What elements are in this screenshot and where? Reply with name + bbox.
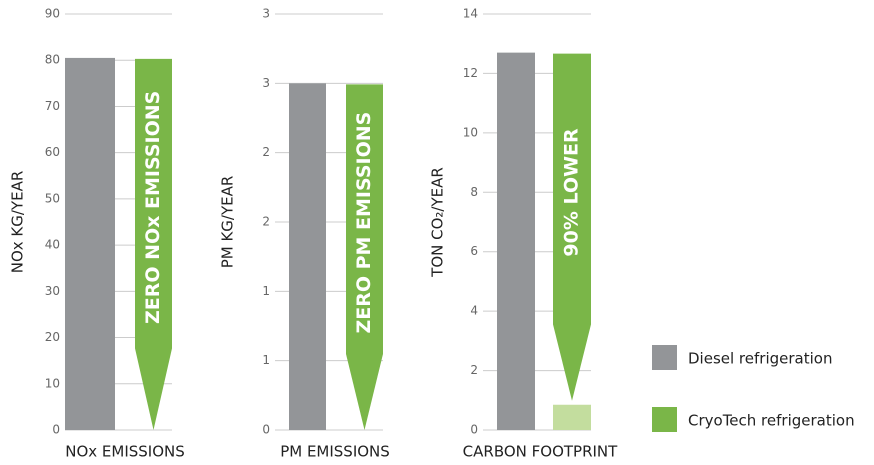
reduction-arrow bbox=[553, 53, 591, 401]
arrow-annotation: ZERO PM EMISSIONS bbox=[353, 112, 375, 334]
y-tick-label: 3 bbox=[262, 7, 270, 21]
y-tick-label: 20 bbox=[45, 330, 60, 344]
x-axis-label: CARBON FOOTPRINT bbox=[463, 443, 618, 461]
reduction-arrow bbox=[346, 84, 383, 430]
y-axis-label: TON CO₂/YEAR bbox=[429, 167, 447, 278]
x-axis-label: NOx EMISSIONS bbox=[65, 443, 185, 461]
bar bbox=[65, 57, 115, 431]
y-tick-label: 4 bbox=[470, 304, 478, 318]
arrow-annotation: ZERO NOx EMISSIONS bbox=[142, 91, 164, 324]
y-tick-label: 0 bbox=[52, 423, 60, 437]
y-tick-label: 6 bbox=[470, 244, 478, 258]
y-tick-label: 40 bbox=[45, 238, 60, 252]
legend-label: CryoTech refrigeration bbox=[688, 412, 855, 430]
y-tick-label: 8 bbox=[470, 185, 478, 199]
bar bbox=[497, 52, 535, 430]
y-tick-label: 1 bbox=[262, 284, 270, 298]
legend-swatch bbox=[652, 345, 677, 370]
y-tick-label: 10 bbox=[463, 125, 478, 139]
y-tick-label: 0 bbox=[470, 423, 478, 437]
legend-swatch bbox=[652, 407, 677, 432]
y-tick-label: 60 bbox=[45, 145, 60, 159]
x-axis-label: PM EMISSIONS bbox=[280, 443, 390, 461]
y-tick-label: 90 bbox=[45, 7, 60, 21]
y-tick-label: 14 bbox=[463, 7, 478, 21]
y-tick-label: 2 bbox=[470, 363, 478, 377]
y-tick-label: 80 bbox=[45, 53, 60, 67]
y-tick-label: 50 bbox=[45, 191, 60, 205]
y-tick-label: 30 bbox=[45, 284, 60, 298]
bar bbox=[553, 404, 591, 430]
y-tick-label: 2 bbox=[262, 215, 270, 229]
reduction-arrow bbox=[135, 58, 172, 431]
y-axis-label: PM KG/YEAR bbox=[219, 176, 237, 269]
y-tick-label: 12 bbox=[463, 66, 478, 80]
legend-label: Diesel refrigeration bbox=[688, 350, 832, 368]
y-tick-label: 0 bbox=[262, 423, 270, 437]
y-tick-label: 3 bbox=[262, 76, 270, 90]
y-tick-label: 2 bbox=[262, 145, 270, 159]
y-tick-label: 1 bbox=[262, 353, 270, 367]
y-tick-label: 10 bbox=[45, 376, 60, 390]
bar bbox=[289, 83, 326, 430]
y-axis-label: NOx KG/YEAR bbox=[9, 171, 27, 274]
arrow-annotation: 90% LOWER bbox=[561, 128, 583, 257]
y-tick-label: 70 bbox=[45, 99, 60, 113]
